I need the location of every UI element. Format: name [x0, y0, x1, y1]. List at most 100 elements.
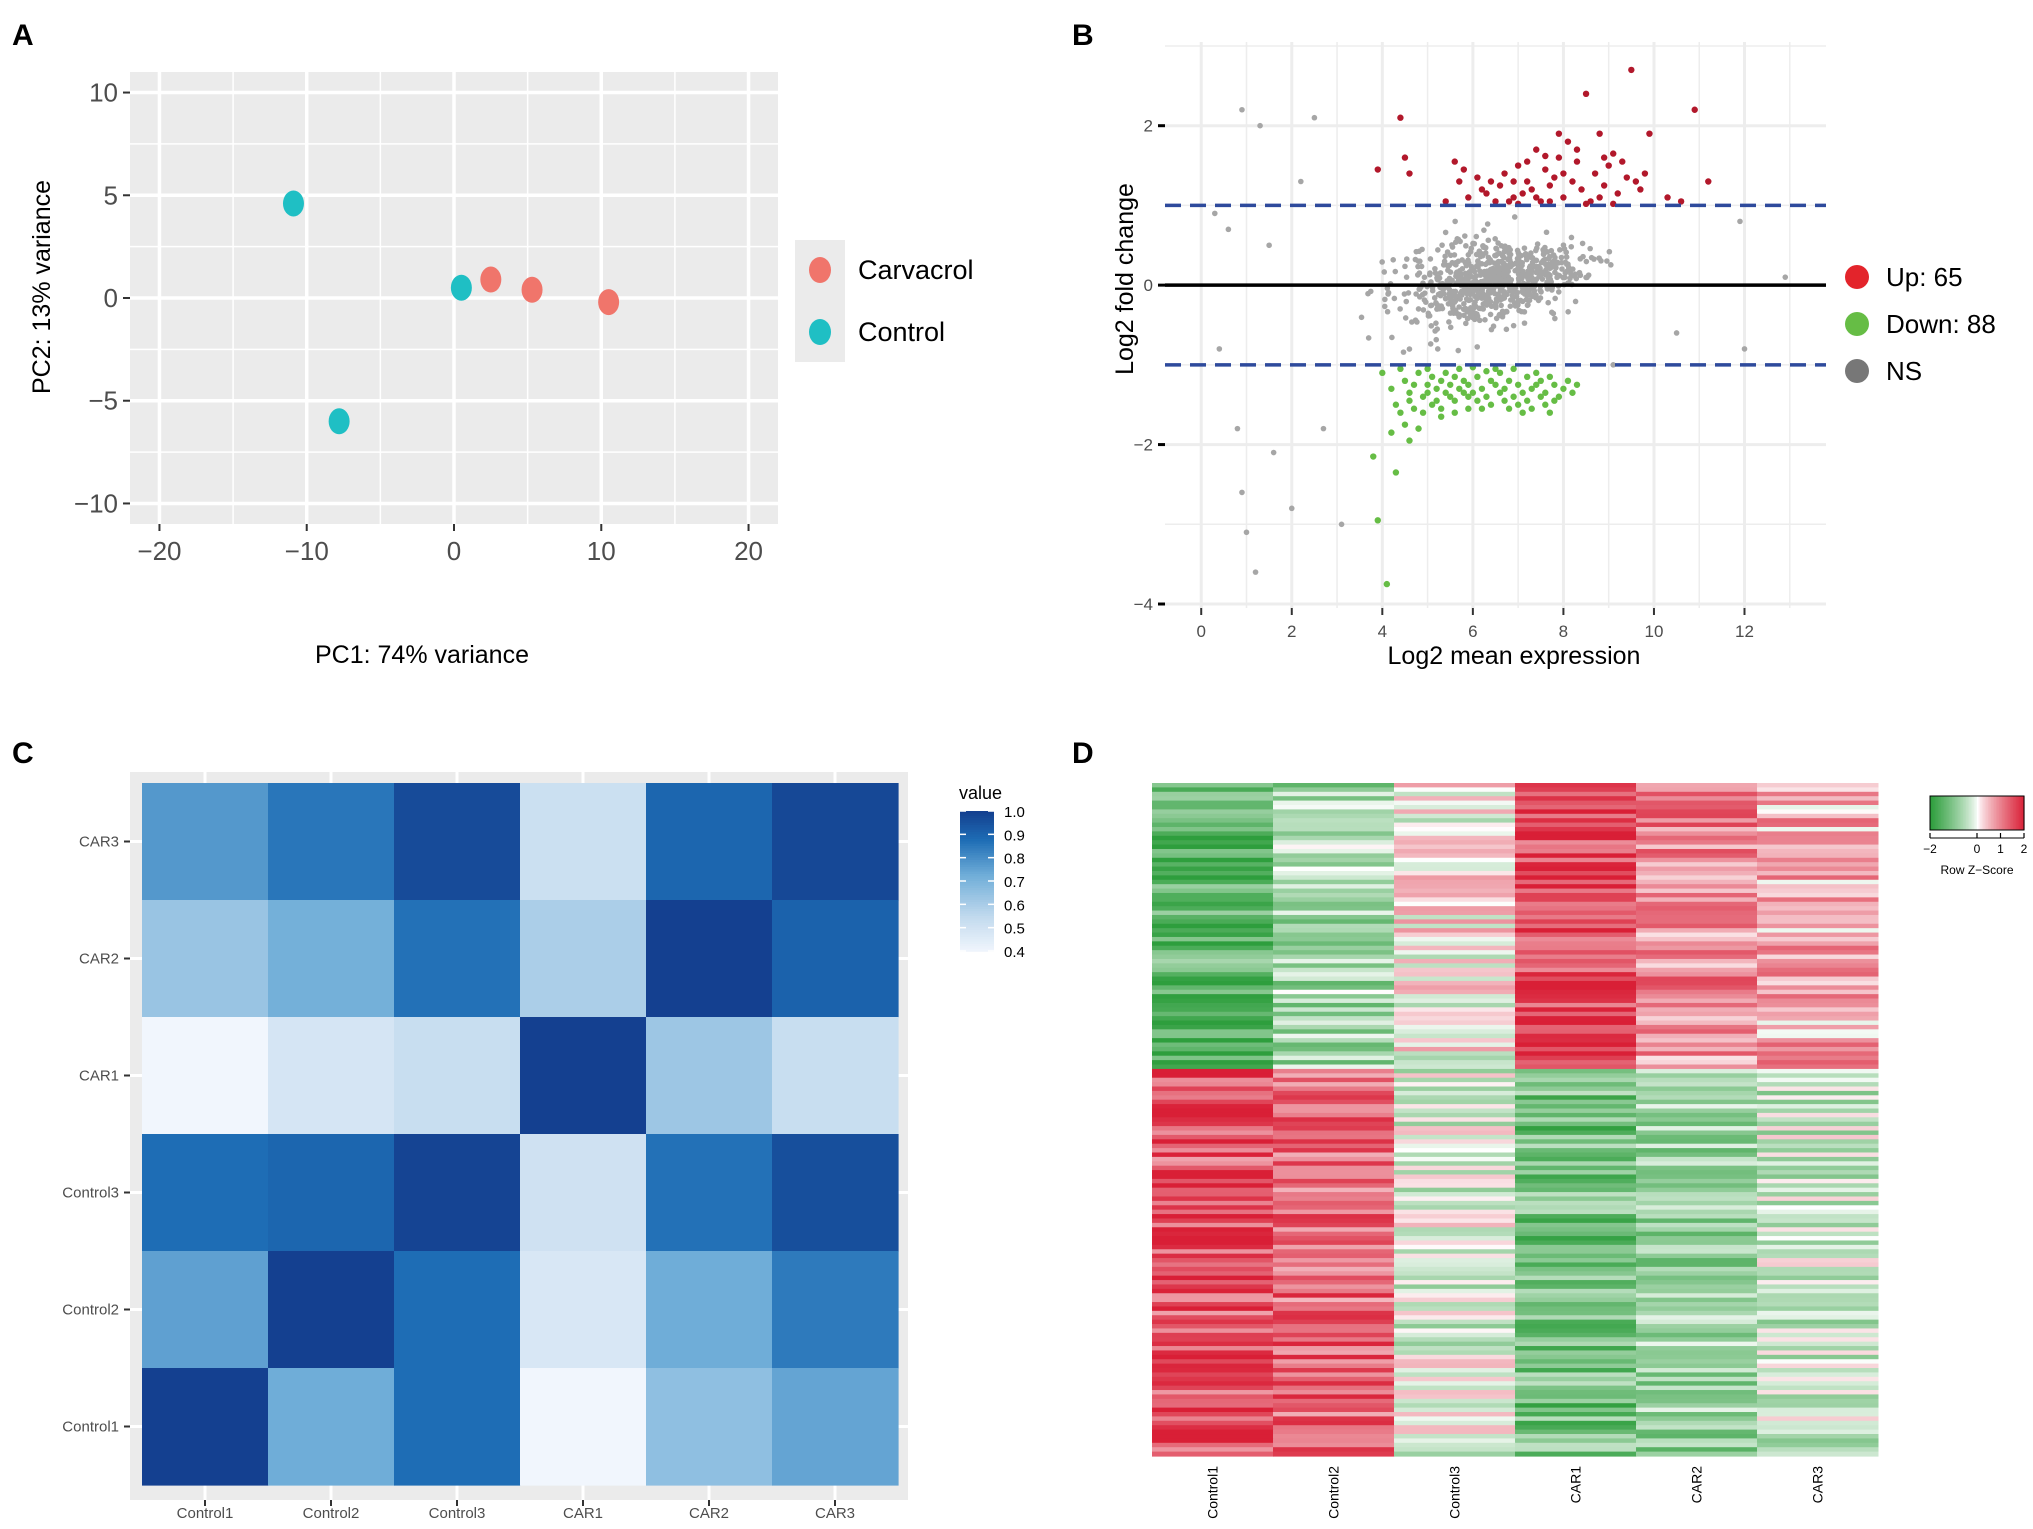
ma-point-down	[1555, 393, 1563, 400]
expression-cell	[1515, 1042, 1637, 1048]
expression-cell	[1757, 804, 1879, 810]
correlation-cell	[646, 783, 773, 901]
expression-cell	[1757, 1328, 1879, 1334]
expression-cell	[1515, 1372, 1637, 1378]
ma-point-down	[1514, 381, 1522, 388]
ma-point-ns	[1501, 245, 1508, 251]
ma-point-ns	[1507, 303, 1514, 310]
correlation-cell	[142, 1251, 269, 1369]
expression-cell	[1757, 1117, 1879, 1123]
expression-cell	[1757, 1134, 1879, 1140]
ma-point-up	[1641, 170, 1649, 177]
ma-point-ns	[1415, 263, 1421, 270]
ma-point-down	[1501, 385, 1508, 392]
correlation-y-label: Control3	[62, 1185, 119, 1202]
correlation-colorbar-label: 0.9	[1004, 827, 1025, 844]
ma-point-ns	[1257, 122, 1263, 129]
ma-point-ns	[1463, 273, 1469, 279]
ma-point-ns	[1389, 334, 1395, 341]
expression-cell	[1515, 1161, 1637, 1167]
expression-cell	[1636, 1024, 1758, 1030]
expression-cell	[1515, 1029, 1637, 1035]
expression-cell	[1394, 1394, 1516, 1400]
ma-point-down	[1496, 389, 1504, 396]
expression-cell	[1273, 1328, 1395, 1334]
expression-cell	[1152, 914, 1274, 920]
ma-point-ns	[1475, 264, 1481, 270]
expression-cell	[1757, 1293, 1879, 1299]
ma-point-ns	[1523, 254, 1530, 260]
ma-point-ns	[1391, 295, 1398, 302]
ma-point-down	[1573, 381, 1581, 388]
expression-cell	[1152, 1007, 1274, 1013]
zscore-colorbar-step	[1977, 796, 1980, 830]
correlation-cell	[520, 1134, 647, 1252]
expression-cell	[1515, 967, 1637, 973]
expression-cell	[1636, 1324, 1758, 1330]
expression-column-label: Control2	[1326, 1466, 1342, 1519]
expression-cell	[1394, 945, 1516, 951]
expression-cell	[1636, 1068, 1758, 1074]
ma-point-up	[1542, 166, 1549, 173]
correlation-colorbar-step	[960, 855, 994, 859]
expression-cell	[1515, 1341, 1637, 1347]
expression-cell	[1152, 1266, 1274, 1272]
ma-point-down	[1505, 377, 1513, 385]
expression-cell	[1515, 804, 1637, 810]
expression-cell	[1152, 1161, 1274, 1167]
expression-cell	[1152, 1249, 1274, 1255]
expression-cell	[1636, 875, 1758, 881]
correlation-colorbar-step	[960, 937, 994, 941]
expression-cell	[1394, 1055, 1516, 1061]
ma-point-ns	[1563, 254, 1570, 260]
expression-cell	[1273, 875, 1395, 881]
expression-cell	[1394, 840, 1516, 846]
expression-cell	[1757, 1412, 1879, 1418]
expression-cell	[1273, 1240, 1395, 1246]
ma-point-up	[1578, 186, 1585, 193]
expression-cell	[1757, 941, 1879, 947]
ma-point-up	[1537, 198, 1544, 205]
ma-point-down	[1478, 405, 1486, 412]
zscore-colorbar-step	[1984, 796, 1987, 830]
expression-cell	[1394, 1042, 1516, 1048]
expression-cell	[1273, 1434, 1395, 1440]
ma-point-ns	[1492, 236, 1498, 242]
expression-cell	[1515, 1064, 1637, 1070]
ma-point-ns	[1782, 274, 1789, 280]
expression-cell	[1515, 1416, 1637, 1422]
expression-cell	[1757, 1244, 1879, 1250]
expression-cell	[1152, 1121, 1274, 1127]
ma-point-ns	[1503, 326, 1510, 333]
expression-cell	[1152, 1033, 1274, 1039]
expression-cell	[1515, 1240, 1637, 1246]
zscore-colorbar-step	[1964, 796, 1967, 830]
expression-cell	[1152, 954, 1274, 960]
expression-cell	[1515, 1407, 1637, 1413]
zscore-colorbar-step	[1970, 796, 1973, 830]
ma-point-ns	[1507, 257, 1513, 264]
expression-cell	[1757, 1108, 1879, 1114]
expression-cell	[1273, 1297, 1395, 1303]
ma-point-ns	[1434, 306, 1440, 312]
expression-cell	[1757, 994, 1879, 1000]
expression-cell	[1636, 972, 1758, 978]
ma-point-ns	[1584, 274, 1590, 281]
zscore-colorbar-step	[1937, 796, 1940, 830]
expression-cell	[1515, 1315, 1637, 1321]
ma-point-up	[1460, 166, 1468, 173]
expression-cell	[1273, 1051, 1395, 1057]
expression-cell	[1394, 1209, 1516, 1215]
expression-cell	[1757, 901, 1879, 907]
expression-cell	[1636, 1002, 1758, 1008]
correlation-colorbar-step	[960, 911, 994, 915]
expression-cell	[1636, 1170, 1758, 1176]
ma-point-down	[1533, 381, 1540, 388]
ma-point-ns	[1519, 268, 1526, 274]
zscore-colorbar-step	[1969, 796, 1972, 830]
expression-cell	[1515, 1390, 1637, 1396]
ma-point-down	[1528, 385, 1535, 392]
expression-cell	[1515, 1337, 1637, 1343]
